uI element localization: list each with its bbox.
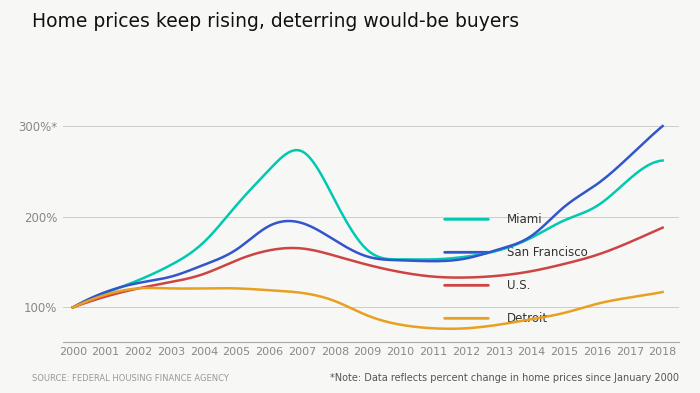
Text: Home prices keep rising, deterring would-be buyers: Home prices keep rising, deterring would… [32, 12, 519, 31]
Text: Miami: Miami [507, 213, 542, 226]
Text: San Francisco: San Francisco [507, 246, 587, 259]
Text: U.S.: U.S. [507, 279, 530, 292]
Text: Detroit: Detroit [507, 312, 547, 325]
Text: SOURCE: FEDERAL HOUSING FINANCE AGENCY: SOURCE: FEDERAL HOUSING FINANCE AGENCY [32, 374, 228, 383]
Text: *Note: Data reflects percent change in home prices since January 2000: *Note: Data reflects percent change in h… [330, 373, 679, 383]
